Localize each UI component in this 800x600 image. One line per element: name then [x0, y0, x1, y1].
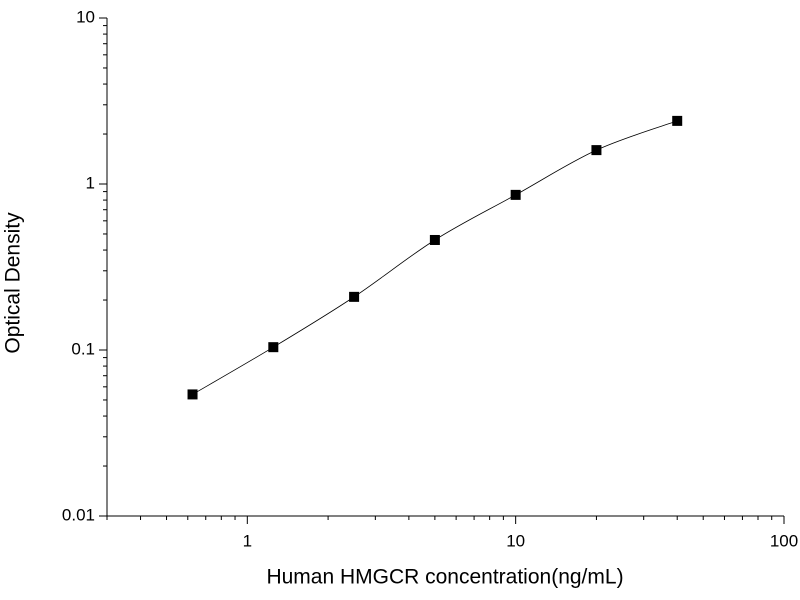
fit-curve — [192, 120, 678, 395]
y-tick-label: 0.1 — [71, 339, 95, 358]
y-axis-title: Optical Density — [2, 212, 25, 354]
point — [510, 189, 521, 200]
point — [672, 115, 683, 126]
point — [591, 145, 602, 156]
y-tick-label: 0.01 — [62, 505, 95, 524]
x-axis-title: Human HMGCR concentration(ng/mL) — [266, 566, 623, 589]
point — [349, 291, 360, 302]
point — [268, 342, 279, 353]
x-tick-label: 10 — [506, 531, 525, 550]
x-tick-label: 100 — [770, 531, 798, 550]
point — [187, 389, 198, 400]
y-tick-label: 1 — [86, 173, 95, 192]
y-tick-label: 10 — [76, 7, 95, 26]
x-tick-label: 1 — [243, 531, 252, 550]
point — [429, 234, 440, 245]
